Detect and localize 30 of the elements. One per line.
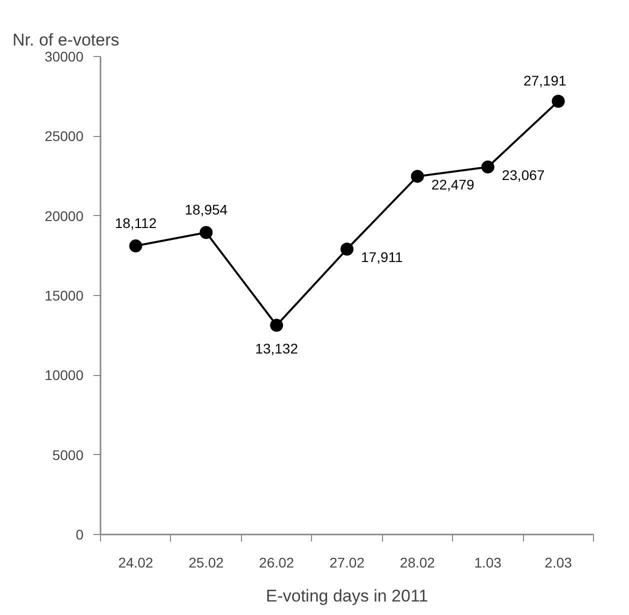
- point: [340, 242, 354, 256]
- data-label: 13,132: [255, 340, 298, 356]
- y-tick-label: 5000: [52, 446, 84, 463]
- data-label: 18,112: [114, 214, 157, 231]
- y-tick-label: 10000: [44, 367, 84, 384]
- data-label: 23,067: [502, 166, 545, 183]
- data-label: 18,954: [184, 202, 228, 218]
- x-tick-label: 2.03: [544, 554, 572, 570]
- data-label: 22,479: [431, 176, 474, 192]
- point: [200, 226, 213, 239]
- x-tick-label: 26.02: [259, 554, 294, 570]
- x-tick-label: 1.03: [474, 554, 502, 570]
- point: [552, 94, 565, 108]
- x-tick-label: 24.02: [118, 554, 154, 570]
- y-tick-label: 30000: [44, 48, 84, 64]
- point: [410, 170, 424, 183]
- y-axis-title: Nr. of e-voters: [12, 30, 120, 50]
- point: [481, 160, 494, 174]
- y-tick-label: 25000: [44, 128, 84, 144]
- data-label: 17,911: [361, 249, 403, 266]
- y-tick-label: 15000: [44, 288, 84, 304]
- point: [129, 239, 142, 252]
- x-tick-label: 25.02: [188, 554, 224, 570]
- y-tick-label: 0: [76, 526, 84, 542]
- point: [270, 318, 284, 332]
- y-tick-label: 20000: [44, 208, 84, 224]
- x-axis-title: E-voting days in 2011: [266, 586, 428, 606]
- data-label: 27,191: [523, 72, 566, 88]
- x-tick-label: 28.02: [400, 554, 436, 570]
- x-tick-label: 27.02: [329, 554, 365, 570]
